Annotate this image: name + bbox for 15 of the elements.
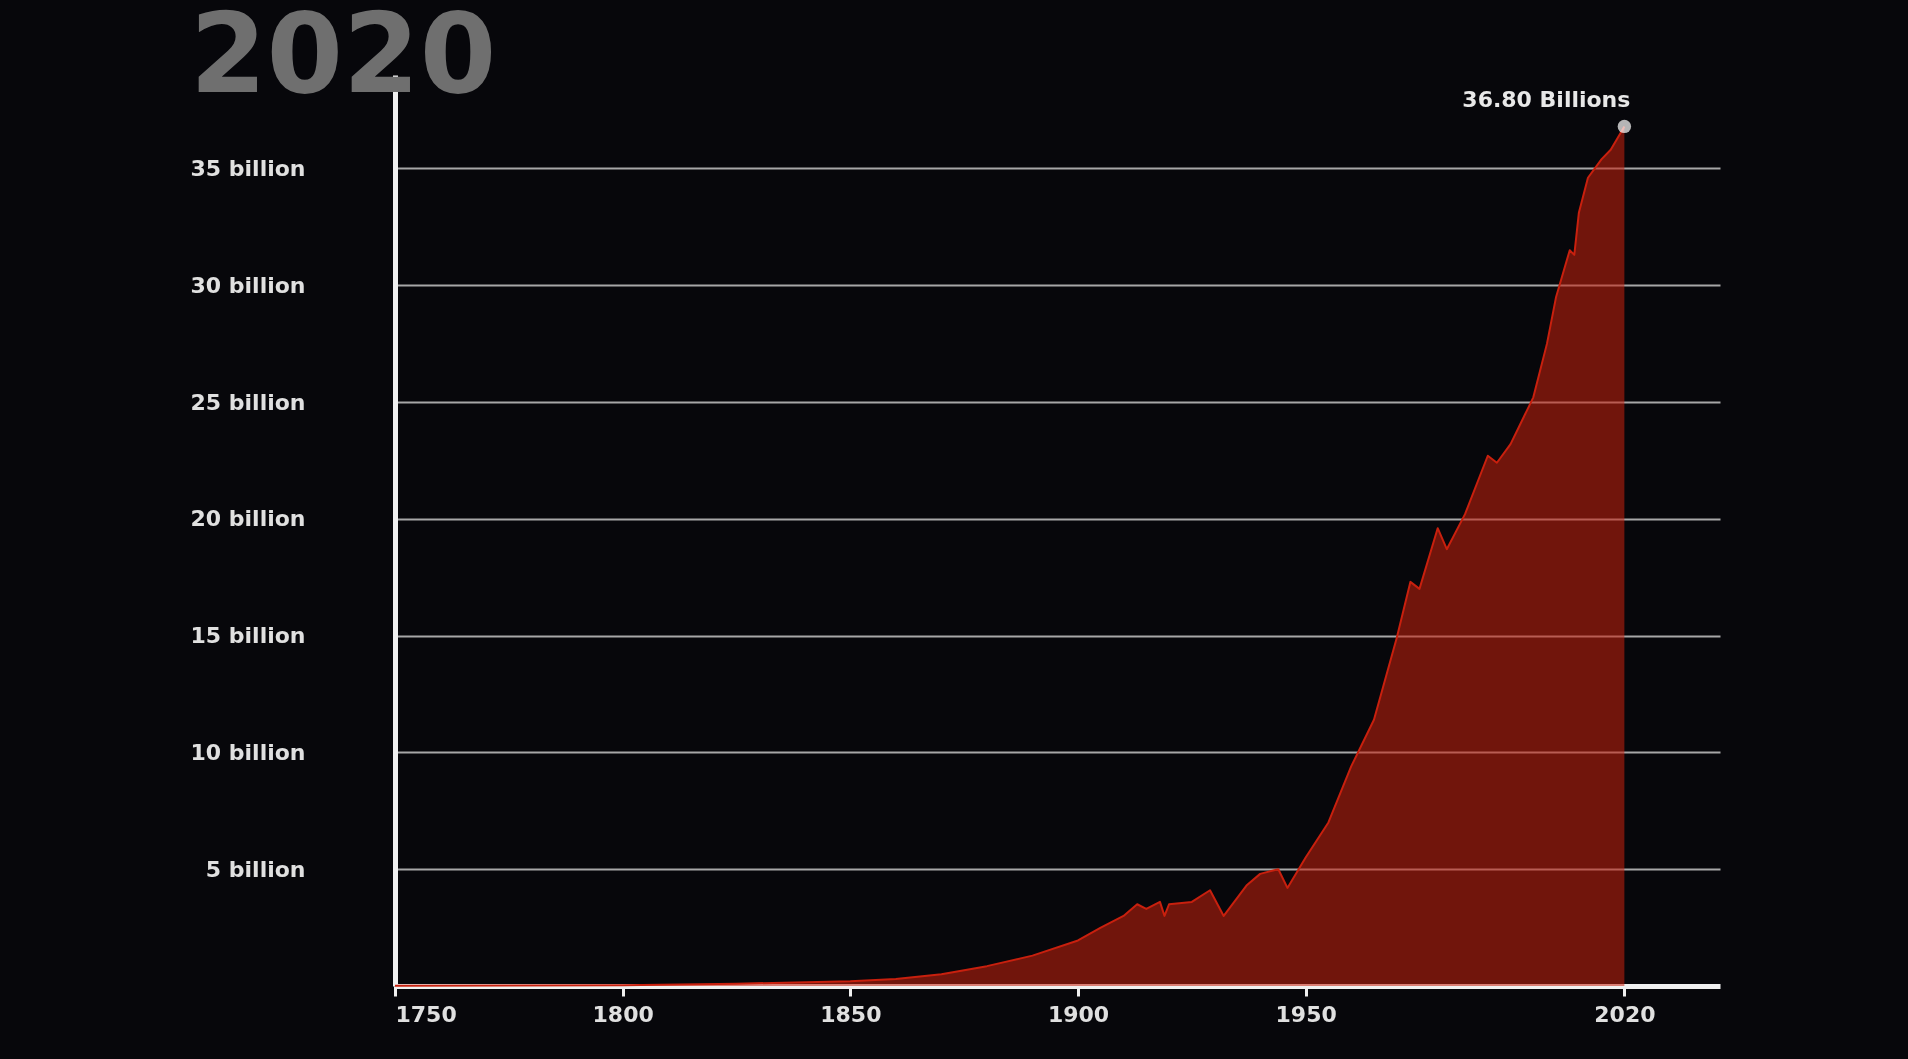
x-tick-label: 2020 bbox=[1594, 1001, 1656, 1027]
x-tick-label: 1950 bbox=[1275, 1001, 1337, 1027]
y-tick-label: 5 billion bbox=[205, 856, 306, 882]
x-tick-label: 1850 bbox=[820, 1001, 882, 1027]
y-tick-label: 15 billion bbox=[190, 623, 306, 649]
annotation: 36.80 Billions bbox=[1462, 87, 1631, 113]
y-tick-label: 30 billion bbox=[190, 272, 306, 298]
y-tick-label: 25 billion bbox=[190, 389, 306, 415]
chart-title: 2020 bbox=[190, 0, 497, 118]
x-tick-label: 1800 bbox=[592, 1001, 654, 1027]
y-tick-label: 35 billion bbox=[190, 155, 306, 181]
y-tick-label: 10 billion bbox=[190, 739, 306, 765]
x-tick-label: 1750 bbox=[395, 1001, 457, 1027]
y-tick-label: 20 billion bbox=[190, 506, 306, 532]
x-tick-label: 1900 bbox=[1047, 1001, 1110, 1027]
